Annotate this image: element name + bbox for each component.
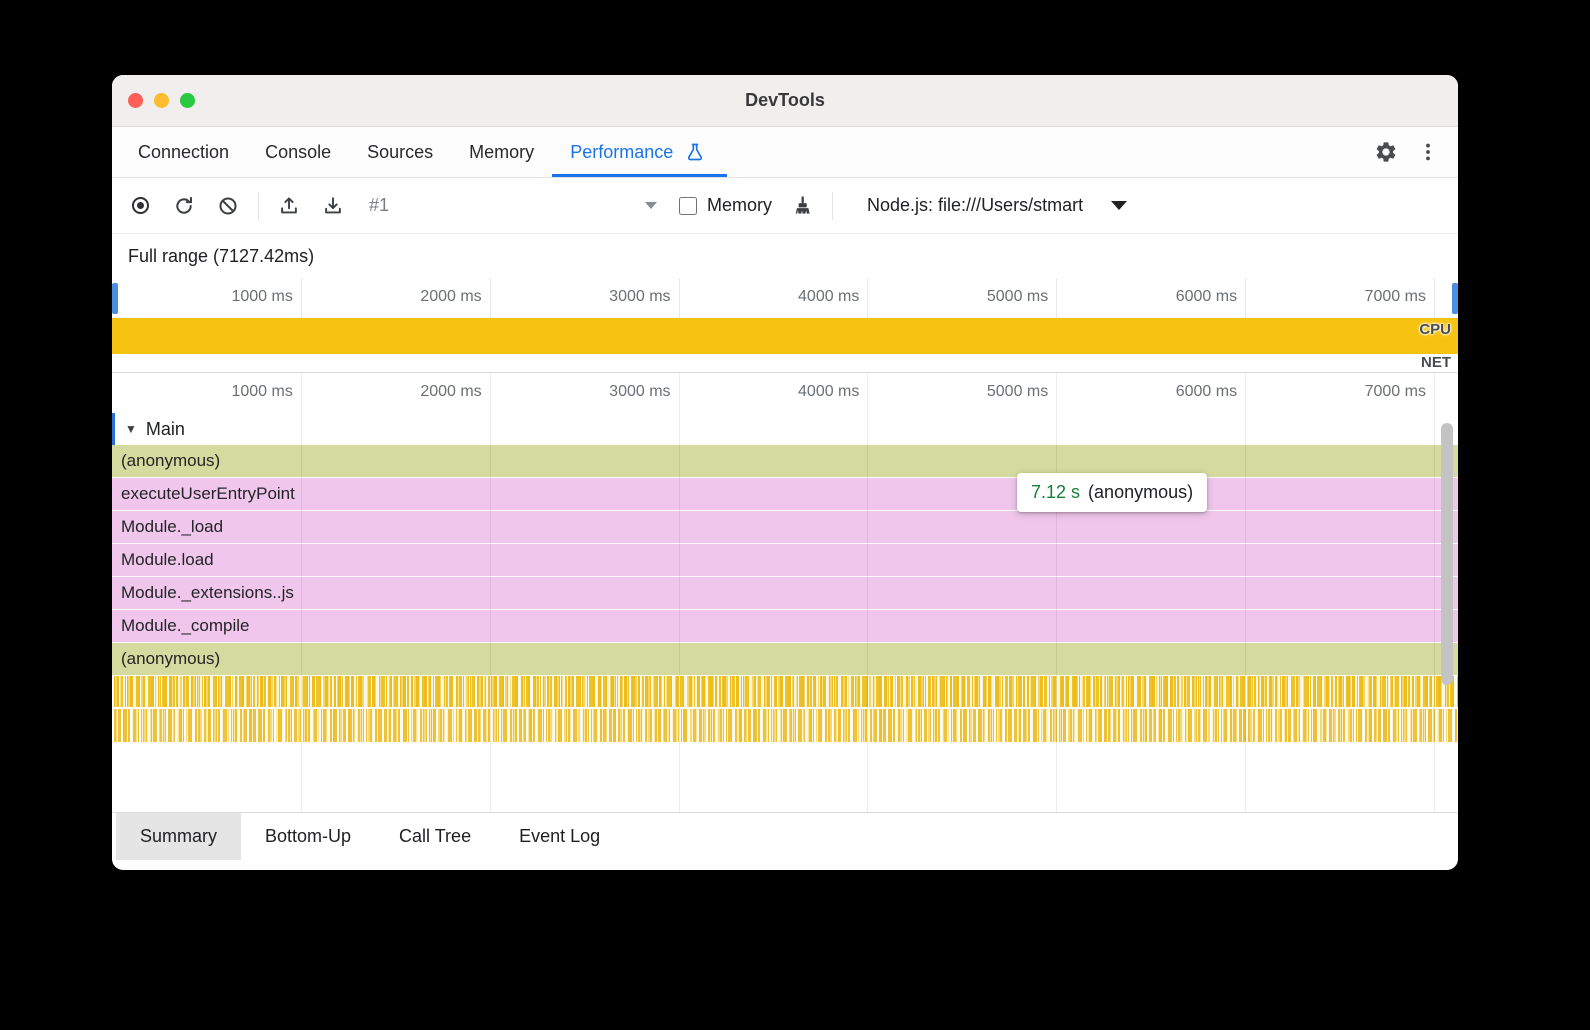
tab-performance-label: Performance [570, 141, 674, 162]
disclosure-triangle-icon[interactable]: ▼ [125, 422, 137, 436]
reload-and-record-button[interactable] [170, 192, 198, 220]
flame-event-label: Module.load [121, 550, 214, 569]
more-options-button[interactable] [1414, 138, 1442, 166]
gridline [1245, 278, 1247, 318]
tick-label: 2000 ms [420, 288, 482, 305]
main-track-header[interactable]: ▼ Main [112, 413, 1458, 445]
devtools-tabbar: Connection Console Sources Memory Perfor… [112, 127, 1458, 178]
tick-label: 3000 ms [609, 288, 671, 305]
save-profile-button[interactable] [319, 192, 347, 220]
tab-summary[interactable]: Summary [116, 813, 242, 860]
gridline [300, 278, 302, 318]
clear-button[interactable] [214, 192, 242, 220]
details-tabbar: Summary Bottom-Up Call Tree Event Log [112, 812, 1458, 860]
gridline [1056, 278, 1058, 318]
range-handle-right[interactable] [1452, 283, 1458, 314]
flame-event-bar[interactable]: executeUserEntryPoint [112, 478, 1458, 511]
micro-events-strip[interactable] [112, 676, 1458, 709]
tab-memory[interactable]: Memory [469, 141, 535, 162]
tab-console[interactable]: Console [265, 141, 332, 162]
memory-checkbox-label: Memory [707, 195, 773, 215]
range-handle-left[interactable] [112, 283, 118, 314]
tab-call-tree[interactable]: Call Tree [399, 826, 472, 846]
gridline [1433, 278, 1435, 318]
zoom-button[interactable] [180, 93, 195, 108]
net-overview-track[interactable]: NET [112, 354, 1458, 373]
devtools-window: DevTools Connection Console Sources Memo… [112, 75, 1458, 870]
flame-event-label: Module._compile [121, 616, 250, 635]
flame-event-label: executeUserEntryPoint [121, 484, 295, 503]
flame-event-label: (anonymous) [121, 451, 221, 470]
target-select-value: Node.js: file:///Users/stmart [867, 195, 1084, 215]
window-title: DevTools [745, 90, 825, 110]
target-select[interactable]: Node.js: file:///Users/stmart [867, 195, 1128, 216]
net-track-label: NET [1421, 354, 1451, 371]
tab-event-log[interactable]: Event Log [519, 826, 601, 846]
chevron-down-icon [1111, 201, 1128, 210]
tab-connection[interactable]: Connection [138, 141, 230, 162]
flame-event-bar[interactable]: (anonymous) [112, 643, 1458, 676]
vertical-scrollbar-thumb[interactable] [1441, 423, 1453, 685]
flame-event-label: Module._extensions..js [121, 583, 294, 602]
tooltip-label: (anonymous) [1088, 482, 1194, 502]
gridline [678, 278, 680, 318]
flame-event-bar[interactable]: Module._load [112, 511, 1458, 544]
micro-events-strip[interactable] [112, 709, 1458, 742]
toolbar-divider [832, 191, 834, 220]
record-icon [131, 197, 149, 214]
gridline [489, 278, 491, 318]
tick-label: 3000 ms [609, 383, 671, 400]
title-bar: DevTools [112, 75, 1458, 127]
tick-label: 1000 ms [231, 383, 293, 400]
chevron-down-icon [645, 202, 657, 209]
flame-event-bar[interactable]: Module.load [112, 544, 1458, 577]
main-track-label: Main [145, 418, 185, 439]
profile-select[interactable]: #1 [363, 195, 663, 216]
cpu-overview-track[interactable]: CPU [112, 318, 1458, 354]
flame-event-bar[interactable]: (anonymous) [112, 445, 1458, 478]
profile-select-value: #1 [369, 195, 390, 215]
flame-event-bar[interactable]: Module._compile [112, 610, 1458, 643]
window-controls [128, 75, 195, 126]
event-tooltip: 7.12 s (anonymous) [1017, 473, 1208, 512]
tick-label: 7000 ms [1364, 383, 1426, 400]
tick-label: 4000 ms [798, 288, 860, 305]
overview-ruler[interactable]: 1000 ms 2000 ms 3000 ms 4000 ms 5000 ms … [112, 278, 1458, 318]
load-profile-button[interactable] [275, 192, 303, 220]
tab-performance[interactable]: Performance [552, 127, 727, 177]
tick-label: 1000 ms [231, 288, 293, 305]
tab-sources[interactable]: Sources [367, 141, 434, 162]
tick-label: 7000 ms [1364, 288, 1426, 305]
gridline [867, 278, 869, 318]
tick-label: 6000 ms [1175, 383, 1238, 400]
flame-event-bar[interactable]: Module._extensions..js [112, 577, 1458, 610]
minimize-button[interactable] [154, 93, 169, 108]
tooltip-duration: 7.12 s [1031, 482, 1081, 502]
clear-all-profiles-button[interactable] [788, 192, 816, 220]
toolbar-divider [258, 191, 259, 220]
flame-ruler[interactable]: 1000 ms 2000 ms 3000 ms 4000 ms 5000 ms … [112, 373, 1458, 413]
flame-chart[interactable]: 1000 ms 2000 ms 3000 ms 4000 ms 5000 ms … [112, 373, 1458, 812]
memory-checkbox-group: Memory [679, 195, 772, 216]
flame-event-label: Module._load [121, 517, 224, 536]
flame-event-label: (anonymous) [121, 649, 221, 668]
cpu-track-label: CPU [1419, 321, 1451, 338]
tick-label: 5000 ms [986, 288, 1049, 305]
tab-bottom-up[interactable]: Bottom-Up [265, 826, 352, 846]
tick-label: 2000 ms [420, 383, 482, 400]
close-button[interactable] [128, 93, 143, 108]
record-button[interactable] [126, 192, 154, 220]
tick-label: 6000 ms [1175, 288, 1238, 305]
performance-toolbar: #1 Memory Node.js: file:///Users/stmart [112, 178, 1458, 234]
tick-label: 4000 ms [798, 383, 860, 400]
experiment-flask-icon [681, 138, 709, 166]
settings-button[interactable] [1372, 138, 1400, 166]
tick-label: 5000 ms [986, 383, 1049, 400]
tabbar-right-controls [1372, 127, 1458, 177]
full-range-label: Full range (7127.42ms) [128, 245, 315, 266]
memory-checkbox[interactable] [679, 196, 697, 215]
